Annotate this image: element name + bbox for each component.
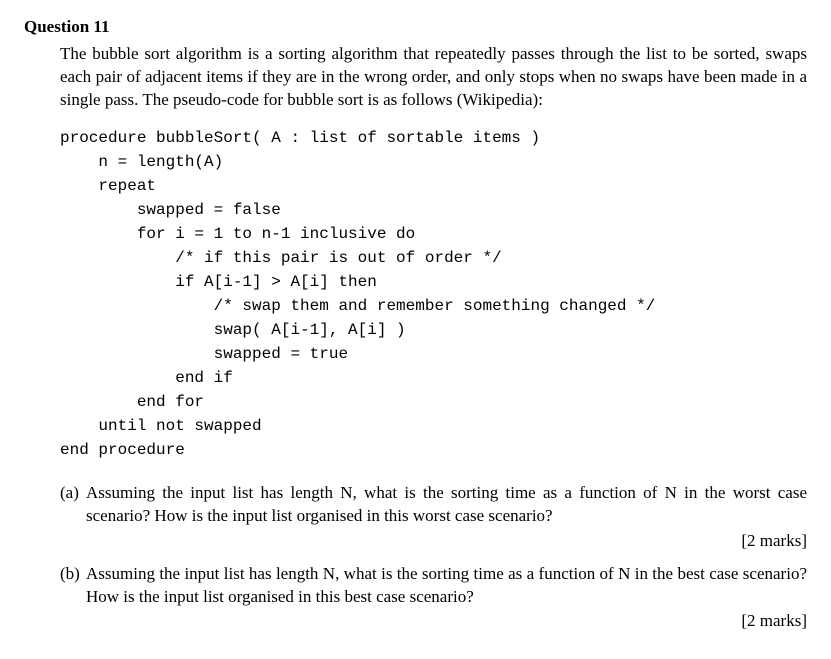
code-line: swap( A[i-1], A[i] )	[60, 321, 406, 339]
question-number: Question 11	[24, 16, 807, 39]
code-line: end procedure	[60, 441, 185, 459]
code-line: swapped = false	[60, 201, 281, 219]
code-line: swapped = true	[60, 345, 348, 363]
code-line: procedure bubbleSort( A : list of sortab…	[60, 129, 540, 147]
code-line: /* swap them and remember something chan…	[60, 297, 655, 315]
code-line: repeat	[60, 177, 156, 195]
code-line: if A[i-1] > A[i] then	[60, 273, 377, 291]
part-a-label: (a)	[60, 482, 86, 528]
part-a: (a) Assuming the input list has length N…	[60, 482, 807, 528]
code-line: n = length(A)	[60, 153, 223, 171]
part-b-marks: [2 marks]	[60, 610, 807, 633]
part-b: (b) Assuming the input list has length N…	[60, 563, 807, 609]
question-intro: The bubble sort algorithm is a sorting a…	[60, 43, 807, 112]
code-line: /* if this pair is out of order */	[60, 249, 502, 267]
part-a-marks: [2 marks]	[60, 530, 807, 553]
code-line: for i = 1 to n-1 inclusive do	[60, 225, 415, 243]
part-b-label: (b)	[60, 563, 86, 609]
code-line: until not swapped	[60, 417, 262, 435]
part-b-text: Assuming the input list has length N, wh…	[86, 563, 807, 609]
pseudocode-block: procedure bubbleSort( A : list of sortab…	[60, 126, 807, 462]
part-a-text: Assuming the input list has length N, wh…	[86, 482, 807, 528]
code-line: end if	[60, 369, 233, 387]
code-line: end for	[60, 393, 204, 411]
